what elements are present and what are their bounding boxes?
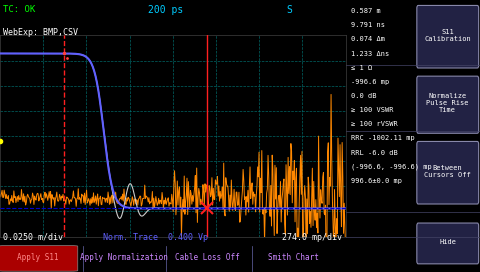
Text: 274.0 mp/div: 274.0 mp/div: [282, 233, 342, 242]
Text: ≥ 100 VSWR: ≥ 100 VSWR: [351, 107, 394, 113]
Text: 0.0250 m/div: 0.0250 m/div: [3, 233, 63, 242]
Text: RRL -6.0 dB: RRL -6.0 dB: [351, 150, 398, 156]
Text: RRC -1002.11 mp: RRC -1002.11 mp: [351, 135, 415, 141]
Text: Apply Normalization: Apply Normalization: [81, 253, 168, 262]
Text: Between
Cursors Off: Between Cursors Off: [424, 165, 471, 178]
Text: 1.233 Δns: 1.233 Δns: [351, 51, 389, 57]
Text: -996.6 mp: -996.6 mp: [351, 79, 389, 85]
FancyBboxPatch shape: [417, 141, 479, 204]
Text: 996.6±0.0 mp: 996.6±0.0 mp: [351, 178, 402, 184]
Text: Hide: Hide: [439, 239, 456, 245]
Text: S11
Calibration: S11 Calibration: [424, 29, 471, 42]
Text: Cable Loss Off: Cable Loss Off: [175, 253, 240, 262]
Text: Normalize
Pulse Rise
Time: Normalize Pulse Rise Time: [427, 93, 469, 113]
Text: WebExp: BMP,CSV: WebExp: BMP,CSV: [3, 28, 78, 37]
Text: 0.074 Δm: 0.074 Δm: [351, 36, 385, 42]
Text: 9.791 ns: 9.791 ns: [351, 22, 385, 28]
Text: Apply S11: Apply S11: [17, 253, 59, 262]
Text: S: S: [287, 5, 293, 15]
Text: Norm. Trace  0.400 Vp: Norm. Trace 0.400 Vp: [103, 233, 208, 242]
FancyBboxPatch shape: [417, 76, 479, 133]
Text: TC: OK: TC: OK: [3, 5, 36, 14]
Text: 0.587 m: 0.587 m: [351, 8, 381, 14]
FancyBboxPatch shape: [0, 246, 78, 271]
Text: ≥ 100 rVSWR: ≥ 100 rVSWR: [351, 121, 398, 127]
Text: ≤ 1 Ω: ≤ 1 Ω: [351, 65, 372, 71]
Text: Smith Chart: Smith Chart: [268, 253, 319, 262]
Text: 0.0 dB: 0.0 dB: [351, 93, 376, 99]
FancyBboxPatch shape: [417, 223, 479, 264]
FancyBboxPatch shape: [417, 5, 479, 68]
Text: 200 ps: 200 ps: [148, 5, 183, 15]
Text: (-996.6, -996.6) mp: (-996.6, -996.6) mp: [351, 164, 432, 170]
